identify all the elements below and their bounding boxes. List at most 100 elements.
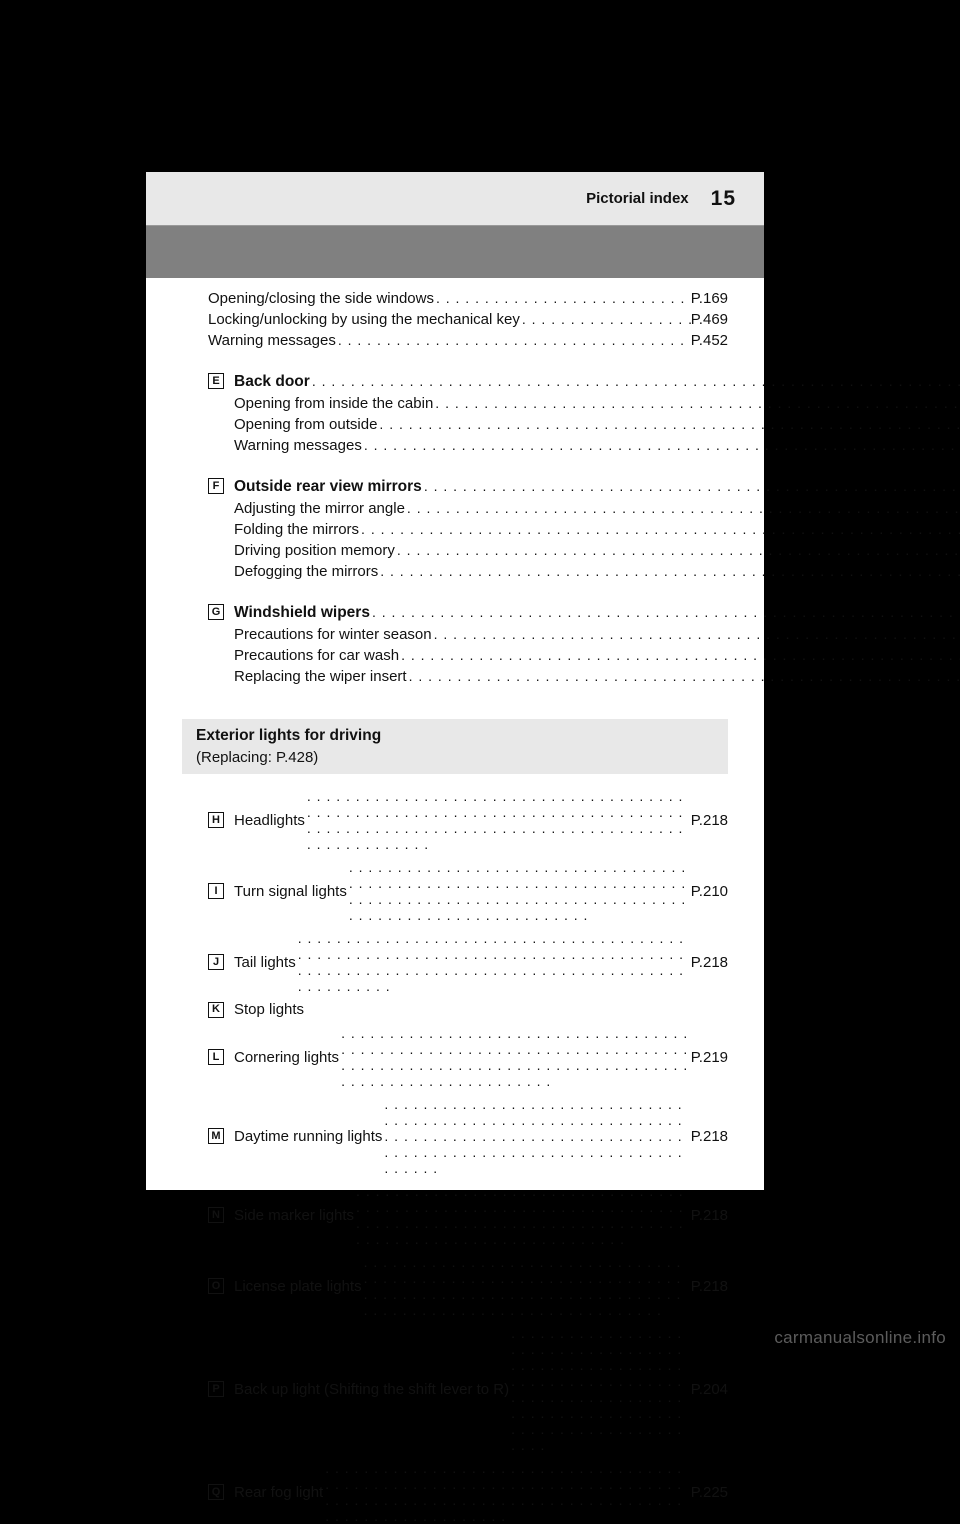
light-text: Turn signal lights [234, 883, 347, 900]
letter-badge: F [208, 478, 224, 494]
light-row: P Back up light (Shifting the shift lever… [208, 1325, 728, 1453]
light-row: LCornering lightsP.219 [208, 1025, 728, 1089]
header-title: Pictorial index [586, 190, 689, 207]
dots [296, 930, 691, 994]
page-ref: P.169 [691, 290, 728, 307]
line-item: Folding the mirrors P.167 [234, 521, 960, 538]
line-item: Adjusting the mirror angle P.166 [234, 500, 960, 517]
line-text: Precautions for winter season [234, 626, 432, 643]
light-text: Stop lights [234, 1001, 304, 1018]
light-text: License plate lights [234, 1278, 362, 1295]
dots [407, 668, 960, 684]
page-header: Pictorial index 15 [146, 172, 764, 226]
dots [339, 1025, 691, 1089]
line-item: Opening from outside P.144 [234, 416, 960, 433]
line-text: Adjusting the mirror angle [234, 500, 405, 517]
light-row: O License plate lights P.218 [208, 1254, 728, 1318]
dots [395, 542, 960, 558]
dots [422, 478, 960, 494]
line-text: Precautions for car wash [234, 647, 399, 664]
dots [359, 521, 960, 537]
top-lines: Opening/closing the side windows P.169 L… [182, 290, 728, 349]
section-F: F Outside rear view mirrors P.166 Adjust… [182, 478, 728, 580]
watermark: carmanualsonline.info [774, 1328, 946, 1348]
line-item: Defogging the mirrors P.336 [234, 563, 960, 580]
letter-badge: J [208, 954, 224, 970]
dots [354, 1183, 691, 1247]
light-text: Daytime running lights [234, 1128, 382, 1145]
gray-band [146, 226, 764, 278]
dots [362, 1254, 691, 1318]
line-item: Warning messages P.452 [234, 437, 960, 454]
letter-badge: N [208, 1207, 224, 1223]
light-text: Headlights [234, 812, 305, 829]
letter-badge: Q [208, 1484, 224, 1500]
letter-badge: M [208, 1128, 224, 1144]
page-ref: P.218 [691, 1278, 728, 1295]
line-item: Precautions for winter season P.322 [234, 626, 960, 643]
page-ref: P.218 [691, 954, 728, 971]
letter-badge: O [208, 1278, 224, 1294]
line-item: Locking/unlocking by using the mechanica… [208, 311, 728, 328]
page-ref: P.204 [691, 1381, 728, 1398]
line-text: Driving position memory [234, 542, 395, 559]
light-row: H Headlights P.218 [208, 788, 728, 852]
banner-subtitle: (Replacing: P.428) [196, 749, 714, 766]
dots [336, 332, 691, 348]
light-row: M Daytime running lights P.218 [208, 1096, 728, 1176]
section-title-line: Windshield wipers P.225 [234, 604, 960, 622]
line-text: Replacing the wiper insert [234, 668, 407, 685]
dots [323, 1460, 691, 1524]
dots [434, 290, 691, 306]
light-row: J Tail lights P.218 [208, 930, 728, 994]
line-text: Defogging the mirrors [234, 563, 378, 580]
light-row: K Stop lights [208, 1001, 728, 1018]
section-title-line: Outside rear view mirrors P.166 [234, 478, 960, 496]
section-title-line: Back door P.139 [234, 373, 960, 391]
section-title: Back door [234, 373, 310, 391]
manual-page: Pictorial index 15 Opening/closing the s… [146, 172, 764, 1190]
dots [370, 604, 960, 620]
dots [520, 311, 691, 327]
dots [382, 1096, 690, 1176]
page-ref: P.469 [691, 311, 728, 328]
light-row: ITurn signal lightsP.210 [208, 859, 728, 923]
letter-badge: L [208, 1049, 224, 1065]
line-item: Warning messages P.452 [208, 332, 728, 349]
light-text: Side marker lights [234, 1207, 354, 1224]
lights-banner: Exterior lights for driving (Replacing: … [182, 719, 728, 774]
light-row: NSide marker lightsP.218 [208, 1183, 728, 1247]
dots [377, 416, 960, 432]
banner-title: Exterior lights for driving [196, 727, 714, 745]
letter-badge: P [208, 1381, 224, 1397]
line-text: Opening from inside the cabin [234, 395, 433, 412]
dots [310, 373, 960, 389]
section-E: E Back door P.139 Opening from inside th… [182, 373, 728, 454]
lights-list: HHeadlightsP.218ITurn signal lightsP.210… [182, 788, 728, 1524]
page-ref: P.452 [691, 332, 728, 349]
light-text: Back up light (Shifting the shift lever … [234, 1381, 509, 1398]
letter-badge: E [208, 373, 224, 389]
section-G: G Windshield wipers P.225 Precautions fo… [182, 604, 728, 685]
dots [362, 437, 960, 453]
letter-badge: H [208, 812, 224, 828]
dots [399, 647, 960, 663]
letter-badge: I [208, 883, 224, 899]
line-text: Opening from outside [234, 416, 377, 433]
page-ref: P.218 [691, 812, 728, 829]
light-row: QRear fog lightP.225 [208, 1460, 728, 1524]
page-ref: P.218 [691, 1128, 728, 1145]
light-text: Cornering lights [234, 1049, 339, 1066]
dots [405, 500, 960, 516]
page-ref: P.225 [691, 1484, 728, 1501]
dots [347, 859, 691, 923]
letter-badge: G [208, 604, 224, 620]
line-text: Locking/unlocking by using the mechanica… [208, 311, 520, 328]
dots [509, 1325, 691, 1453]
light-text: Tail lights [234, 954, 296, 971]
page-number: 15 [711, 187, 736, 211]
line-text: Opening/closing the side windows [208, 290, 434, 307]
dots [305, 788, 691, 852]
letter-badge: K [208, 1002, 224, 1018]
line-item: Opening/closing the side windows P.169 [208, 290, 728, 307]
